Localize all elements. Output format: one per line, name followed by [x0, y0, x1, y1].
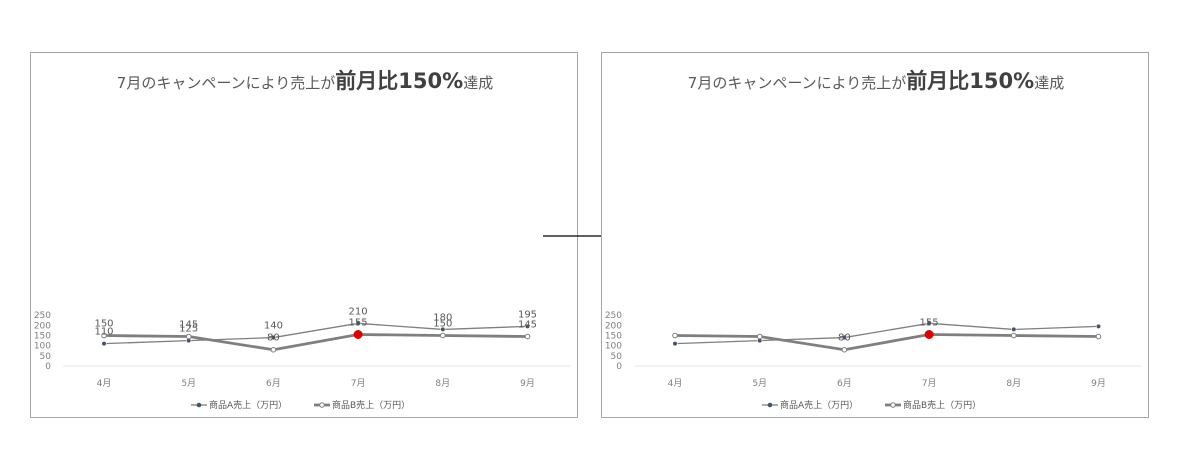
series-a-data-label: 125 — [179, 324, 198, 335]
x-tick-label: 9月 — [1091, 378, 1106, 389]
series-b-data-label: 155 — [920, 318, 939, 329]
series-a-point — [270, 334, 276, 341]
x-tick-label: 5月 — [181, 378, 196, 389]
chart-title: 7月のキャンペーンにより売上が前月比150%達成 — [117, 69, 493, 93]
y-tick-label: 150 — [34, 332, 51, 342]
series-line-a — [103, 322, 528, 345]
legend-a-marker — [767, 402, 773, 408]
y-tick-label: 150 — [605, 332, 622, 342]
chart-title-bold: 前月比150% — [335, 69, 463, 93]
chart-svg-before: 7月のキャンペーンにより売上が前月比150%達成0501001502002504… — [34, 69, 571, 411]
series-line-b — [103, 333, 528, 352]
series-a-point — [1095, 323, 1102, 329]
y-tick-label: 200 — [34, 321, 51, 331]
x-tick-label: 7月 — [922, 378, 937, 389]
series-b-point — [524, 333, 531, 340]
x-tick-label: 9月 — [520, 378, 535, 389]
series-a-point — [524, 323, 531, 329]
series-a-data-label: 210 — [349, 306, 368, 317]
y-tick-label: 100 — [34, 342, 51, 352]
series-a-point — [355, 320, 361, 326]
series-b-data-label: 145 — [179, 320, 198, 331]
series-b-data-label: 155 — [349, 318, 368, 329]
y-tick-label: 50 — [40, 352, 52, 362]
series-b-data-label: 150 — [94, 319, 113, 330]
series-b-data-label: 80 — [267, 333, 280, 344]
y-tick-label: 0 — [616, 362, 622, 372]
series-a-point — [841, 334, 847, 341]
series-b-point — [1011, 332, 1017, 339]
series-b-data-label: 80 — [838, 333, 851, 344]
chart-after: 7月のキャンペーンにより売上が前月比150%達成 0 50 100 150 200 250 4… — [601, 52, 1149, 418]
x-tick-label: 8月 — [435, 378, 450, 389]
y-tick-label: 50 — [611, 352, 623, 362]
series-b-point — [440, 332, 446, 339]
legend-a-label: 商品A売上（万円） — [209, 399, 287, 411]
chart-before: 7月のキャンペーンにより売上が前月比150%達成 0 50 100 150 200 250 4… — [30, 52, 578, 418]
y-tick-label: 250 — [34, 311, 51, 321]
x-tick-label: 6月 — [266, 378, 281, 389]
legend-a-marker — [196, 402, 202, 408]
series-a-data-label: 110 — [94, 327, 113, 338]
chart-title-bold: 前月比150% — [906, 69, 1034, 93]
series-b-point — [841, 346, 848, 353]
series-a-data-label: 140 — [264, 321, 283, 332]
series-b-point — [185, 333, 192, 340]
series-b-highlight-point — [924, 330, 934, 340]
series-a-point — [926, 320, 932, 326]
x-tick-label: 6月 — [837, 378, 852, 389]
y-tick-label: 200 — [605, 321, 622, 331]
chart-title-post: 達成 — [1034, 74, 1064, 92]
x-tick-label: 7月 — [351, 378, 366, 389]
series-line-a — [674, 322, 1099, 345]
x-tick-label: 4月 — [668, 378, 683, 389]
series-b-point — [270, 346, 277, 353]
chart-title-pre: 7月のキャンペーンにより売上が — [117, 74, 336, 92]
chart-title-post: 達成 — [463, 74, 493, 92]
legend-b-marker — [890, 402, 896, 408]
y-tick-label: 250 — [605, 311, 622, 321]
series-line-b — [674, 333, 1099, 352]
series-a-point — [672, 341, 678, 347]
legend-b-marker — [319, 402, 325, 408]
chart-title: 7月のキャンペーンにより売上が前月比150%達成 — [688, 69, 1064, 93]
series-a-data-label: 180 — [433, 312, 452, 323]
x-tick-label: 4月 — [97, 378, 112, 389]
series-b-data-label: 145 — [518, 320, 537, 331]
series-a-point — [101, 341, 107, 347]
series-a-point — [1011, 326, 1017, 333]
series-b-point — [101, 332, 107, 339]
series-a-data-label: 195 — [518, 309, 537, 320]
series-a-point — [440, 326, 446, 333]
y-tick-label: 100 — [605, 342, 622, 352]
legend-a-label: 商品A売上（万円） — [780, 399, 858, 411]
chart-title-pre: 7月のキャンペーンにより売上が — [688, 74, 907, 92]
x-tick-label: 5月 — [752, 378, 767, 389]
x-tick-label: 8月 — [1006, 378, 1021, 389]
legend-b-label: 商品B売上（万円） — [332, 399, 410, 411]
series-b-data-label: 150 — [433, 319, 452, 330]
y-tick-label: 0 — [45, 362, 51, 372]
series-b-point — [1095, 333, 1102, 340]
series-b-point — [756, 333, 763, 340]
series-b-highlight-point — [353, 330, 363, 340]
series-b-point — [672, 332, 678, 339]
legend-b-label: 商品B売上（万円） — [903, 399, 981, 411]
